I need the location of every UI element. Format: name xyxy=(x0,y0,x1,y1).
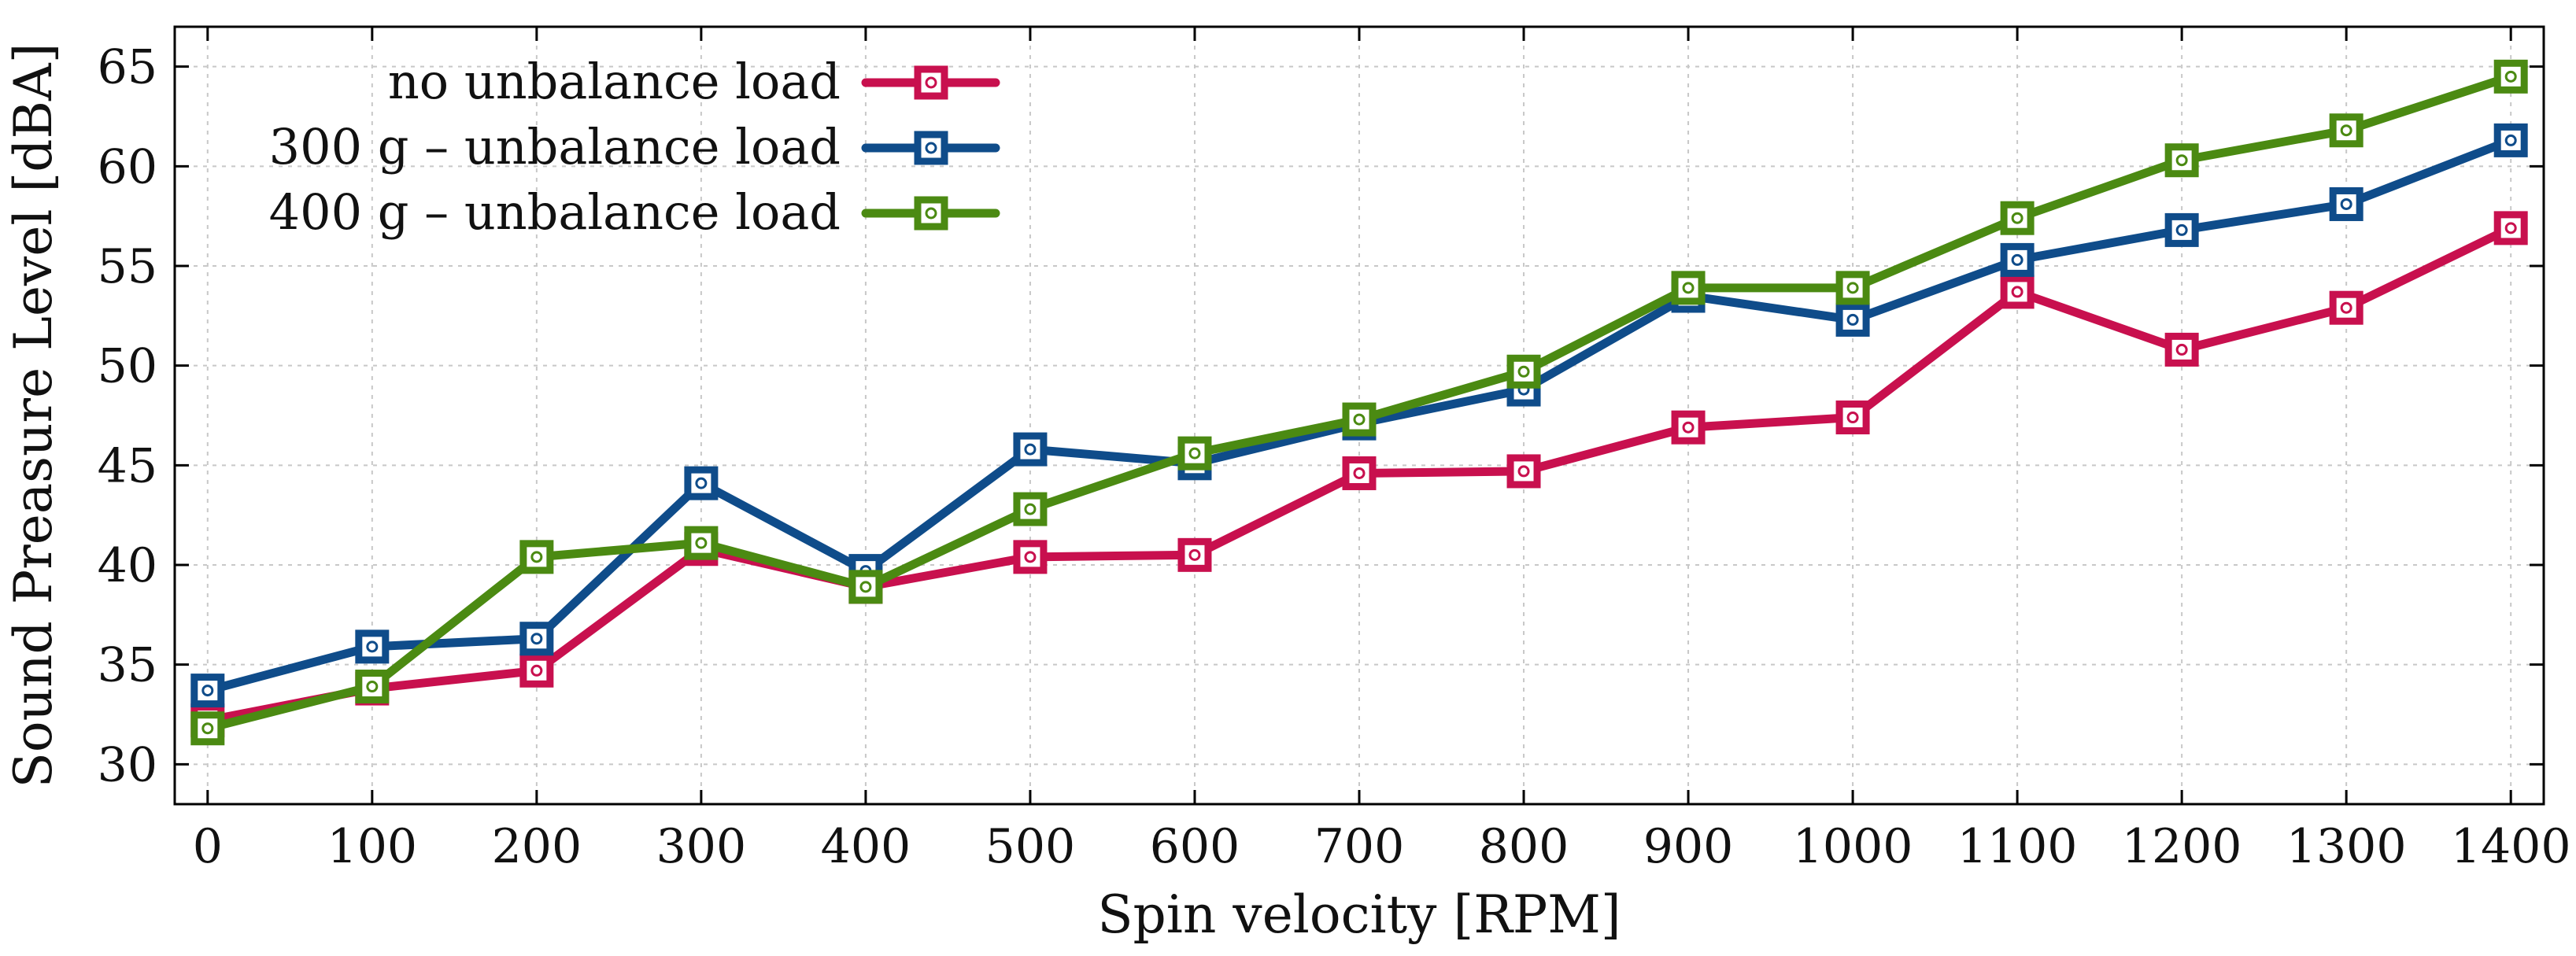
data-point xyxy=(2493,123,2528,157)
data-point xyxy=(1013,432,1048,467)
legend: no unbalance load 300 g – unbalance load 4… xyxy=(269,53,1000,241)
data-point xyxy=(2329,186,2363,221)
x-tick-label: 300 xyxy=(656,819,747,874)
x-tick-label: 1200 xyxy=(2122,819,2242,874)
x-axis-label: Spin velocity [RPM] xyxy=(1097,884,1621,945)
y-tick-label: 30 xyxy=(98,737,157,792)
data-point xyxy=(2000,201,2035,235)
plot-frame xyxy=(173,25,2545,806)
y-tick-label: 40 xyxy=(98,538,157,593)
data-point xyxy=(1835,302,1870,337)
x-tick-label: 0 xyxy=(193,819,223,874)
y-tick-label: 50 xyxy=(98,339,157,394)
x-tick-label: 100 xyxy=(327,819,418,874)
data-point xyxy=(1342,402,1377,437)
data-point xyxy=(2164,212,2199,247)
data-point xyxy=(1835,400,1870,435)
data-point xyxy=(190,674,225,708)
ticks-layer: 0 100 200 300 400 500 600 700 800 900 1000 1100 1200… xyxy=(98,27,2571,874)
x-tick-label: 1300 xyxy=(2286,819,2407,874)
data-point xyxy=(2329,290,2363,325)
legend-marker xyxy=(914,65,948,100)
data-point xyxy=(519,622,554,656)
data-point xyxy=(2000,275,2035,309)
data-point xyxy=(2329,113,2363,148)
data-point xyxy=(684,466,719,500)
data-point xyxy=(1177,436,1212,471)
legend-label: 300 g – unbalance load xyxy=(269,118,841,175)
y-tick-label: 35 xyxy=(98,638,157,693)
series-layer xyxy=(190,59,2528,746)
data-point xyxy=(1506,454,1541,489)
data-point xyxy=(2164,332,2199,367)
data-point xyxy=(1013,492,1048,526)
data-point xyxy=(355,670,390,704)
y-axis-label: Sound Preasure Level [dBA] xyxy=(3,43,64,788)
data-point xyxy=(1013,540,1048,574)
data-point xyxy=(355,629,390,664)
data-point xyxy=(2164,143,2199,178)
data-point xyxy=(519,653,554,688)
x-tick-label: 900 xyxy=(1643,819,1734,874)
x-tick-label: 600 xyxy=(1150,819,1240,874)
x-tick-label: 1000 xyxy=(1793,819,1913,874)
data-point xyxy=(2000,242,2035,277)
data-point xyxy=(848,570,883,604)
y-tick-label: 60 xyxy=(98,139,157,194)
legend-label: 400 g – unbalance load xyxy=(269,183,841,241)
data-point xyxy=(1835,271,1870,305)
legend-label: no unbalance load xyxy=(388,53,841,110)
x-tick-label: 700 xyxy=(1314,819,1405,874)
data-point xyxy=(1671,410,1706,445)
legend-entry: 400 g – unbalance load xyxy=(269,183,1000,241)
data-point xyxy=(2493,211,2528,245)
x-tick-label: 400 xyxy=(821,819,911,874)
data-point xyxy=(684,526,719,560)
data-point xyxy=(190,711,225,746)
data-point xyxy=(1342,456,1377,490)
data-point xyxy=(2493,59,2528,94)
data-point xyxy=(1671,271,1706,305)
x-tick-label: 800 xyxy=(1479,819,1569,874)
legend-marker xyxy=(914,196,948,231)
legend-entry: no unbalance load xyxy=(388,53,1000,110)
x-tick-label: 1400 xyxy=(2451,819,2571,874)
data-point xyxy=(1506,354,1541,389)
y-tick-label: 65 xyxy=(98,40,157,95)
x-tick-label: 200 xyxy=(492,819,582,874)
y-tick-label: 45 xyxy=(98,438,157,493)
x-tick-label: 1100 xyxy=(1957,819,2078,874)
legend-entry: 300 g – unbalance load xyxy=(269,118,1000,175)
series-3 xyxy=(190,59,2528,746)
x-tick-label: 500 xyxy=(985,819,1076,874)
legend-marker xyxy=(914,131,948,165)
data-point xyxy=(519,540,554,574)
data-point xyxy=(1177,537,1212,572)
y-tick-label: 55 xyxy=(98,239,157,294)
